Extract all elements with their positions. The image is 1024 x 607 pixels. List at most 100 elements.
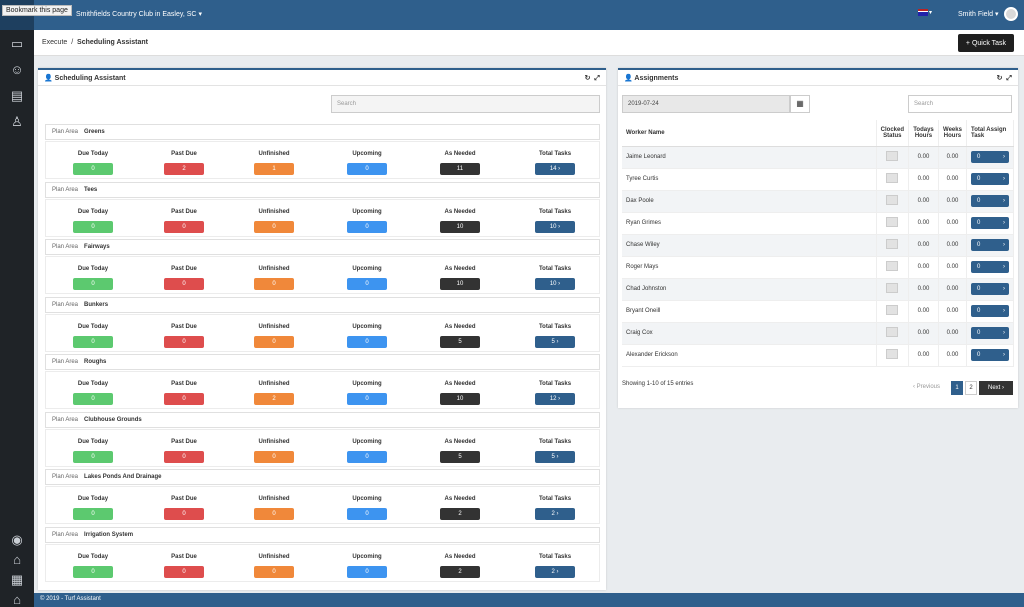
clocked-status-checkbox[interactable] bbox=[886, 327, 899, 337]
assignments-search-input[interactable]: Search bbox=[908, 95, 1012, 113]
metric-button[interactable]: 10 bbox=[440, 393, 480, 405]
total-task-button[interactable]: 0 › bbox=[970, 239, 1009, 251]
metric-button[interactable]: 1 bbox=[254, 163, 294, 175]
column-header[interactable]: Worker Name bbox=[622, 120, 877, 147]
metric-button[interactable]: 0 bbox=[164, 220, 204, 233]
total-task-button[interactable]: 0 › bbox=[970, 195, 1009, 207]
metric-button[interactable]: 0 bbox=[254, 508, 294, 520]
metric-button[interactable]: 0 bbox=[347, 508, 387, 520]
metric-button[interactable]: 0 bbox=[347, 393, 387, 405]
metric-button[interactable]: 0 bbox=[164, 565, 204, 578]
metric-button[interactable]: 0 bbox=[73, 220, 113, 233]
column-header[interactable]: Total Assign Task bbox=[966, 120, 1015, 147]
table-row[interactable]: Craig Cox 0.00 0.00 0 › bbox=[622, 322, 1015, 345]
metric-button[interactable]: 2 › bbox=[535, 508, 575, 520]
metric-button[interactable]: 2 bbox=[254, 393, 294, 405]
metric-button[interactable]: 0 bbox=[254, 565, 294, 578]
total-task-button[interactable]: 0 › bbox=[970, 283, 1009, 295]
clocked-status-checkbox[interactable] bbox=[886, 239, 899, 249]
metric-button[interactable]: 5 › bbox=[535, 335, 575, 348]
expand-icon[interactable]: ⤢ bbox=[1006, 75, 1012, 82]
column-header[interactable]: Todays Hours bbox=[908, 120, 939, 147]
total-task-button[interactable]: 0 › bbox=[970, 261, 1009, 273]
user-menu[interactable]: Smith Field ▾ bbox=[958, 11, 999, 18]
home-icon[interactable]: ⌂ bbox=[13, 592, 21, 607]
gauge-icon[interactable]: ◉ bbox=[11, 532, 23, 547]
folder-icon[interactable]: ▭ bbox=[10, 36, 24, 51]
metric-button[interactable]: 0 bbox=[73, 393, 113, 405]
column-header[interactable]: Weeks Hours bbox=[938, 120, 967, 147]
calendar-icon[interactable]: ▦ bbox=[790, 95, 810, 113]
metric-button[interactable]: 0 bbox=[254, 335, 294, 348]
total-task-button[interactable]: 0 › bbox=[970, 173, 1009, 185]
table-row[interactable]: Jaime Leonard 0.00 0.00 0 › bbox=[622, 146, 1015, 169]
column-header[interactable]: Clocked Status bbox=[876, 120, 910, 147]
table-row[interactable]: Chad Johnston 0.00 0.00 0 › bbox=[622, 278, 1015, 301]
page-1-button[interactable]: 1 bbox=[951, 381, 963, 395]
metric-button[interactable]: 11 bbox=[440, 163, 480, 175]
metric-button[interactable]: 10 › bbox=[535, 278, 575, 290]
metric-button[interactable]: 0 bbox=[254, 220, 294, 233]
total-task-button[interactable]: 0 › bbox=[970, 217, 1009, 229]
table-row[interactable]: Bryant Oneill 0.00 0.00 0 › bbox=[622, 300, 1015, 323]
clocked-status-checkbox[interactable] bbox=[886, 283, 899, 293]
metric-button[interactable]: 0 bbox=[164, 278, 204, 290]
metric-button[interactable]: 10 › bbox=[535, 220, 575, 233]
metric-button[interactable]: 12 › bbox=[535, 393, 575, 405]
metric-button[interactable]: 0 bbox=[254, 450, 294, 463]
bank-icon[interactable]: ⌂ bbox=[13, 552, 21, 567]
metric-button[interactable]: 0 bbox=[164, 508, 204, 520]
metric-button[interactable]: 10 bbox=[440, 220, 480, 233]
next-button[interactable]: Next › bbox=[979, 381, 1013, 395]
page-2-button[interactable]: 2 bbox=[965, 381, 977, 395]
clocked-status-checkbox[interactable] bbox=[886, 195, 899, 205]
total-task-button[interactable]: 0 › bbox=[970, 305, 1009, 317]
metric-button[interactable]: 0 bbox=[254, 278, 294, 290]
metric-button[interactable]: 0 bbox=[347, 565, 387, 578]
chevron-down-icon[interactable]: ▾ bbox=[929, 10, 933, 16]
metric-button[interactable]: 0 bbox=[164, 335, 204, 348]
table-row[interactable]: Tyree Curtis 0.00 0.00 0 › bbox=[622, 168, 1015, 191]
metric-button[interactable]: 2 bbox=[440, 565, 480, 578]
avatar[interactable] bbox=[1004, 7, 1018, 21]
grid-icon[interactable]: ▦ bbox=[10, 572, 24, 587]
previous-button[interactable]: ‹ Previous bbox=[913, 384, 941, 390]
clocked-status-checkbox[interactable] bbox=[886, 305, 899, 315]
clocked-status-checkbox[interactable] bbox=[886, 217, 899, 227]
total-task-button[interactable]: 0 › bbox=[970, 327, 1009, 339]
metric-button[interactable]: 0 bbox=[73, 450, 113, 463]
metric-button[interactable]: 0 bbox=[73, 335, 113, 348]
expand-icon[interactable]: ⤢ bbox=[594, 75, 600, 82]
metric-button[interactable]: 2 › bbox=[535, 565, 575, 578]
metric-button[interactable]: 5 › bbox=[535, 450, 575, 463]
clocked-status-checkbox[interactable] bbox=[886, 151, 899, 161]
metric-button[interactable]: 0 bbox=[347, 450, 387, 463]
total-task-button[interactable]: 0 › bbox=[970, 349, 1009, 361]
clocked-status-checkbox[interactable] bbox=[886, 349, 899, 359]
metric-button[interactable]: 5 bbox=[440, 450, 480, 463]
table-row[interactable]: Roger Mays 0.00 0.00 0 › bbox=[622, 256, 1015, 279]
users-icon[interactable]: ☺ bbox=[10, 62, 24, 77]
clocked-status-checkbox[interactable] bbox=[886, 261, 899, 271]
clocked-status-checkbox[interactable] bbox=[886, 173, 899, 183]
search-input[interactable]: Search bbox=[331, 95, 600, 113]
metric-button[interactable]: 0 bbox=[164, 393, 204, 405]
breadcrumb-parent[interactable]: Execute bbox=[42, 39, 68, 46]
metric-button[interactable]: 0 bbox=[164, 450, 204, 463]
user-icon[interactable]: ♙ bbox=[11, 114, 23, 129]
clipboard-icon[interactable]: ▤ bbox=[10, 88, 24, 103]
refresh-icon[interactable]: ↻ bbox=[996, 75, 1003, 82]
metric-button[interactable]: 0 bbox=[347, 163, 387, 175]
language-flag-icon[interactable] bbox=[918, 9, 928, 16]
metric-button[interactable]: 0 bbox=[73, 163, 113, 175]
metric-button[interactable]: 5 bbox=[440, 335, 480, 348]
date-input[interactable]: 2019-07-24 bbox=[622, 95, 790, 113]
metric-button[interactable]: 0 bbox=[347, 220, 387, 233]
metric-button[interactable]: 0 bbox=[73, 278, 113, 290]
club-selector[interactable]: Smithfields Country Club in Easley, SC ▾ bbox=[76, 10, 202, 18]
table-row[interactable]: Dax Poole 0.00 0.00 0 › bbox=[622, 190, 1015, 213]
metric-button[interactable]: 0 bbox=[73, 565, 113, 578]
metric-button[interactable]: 10 bbox=[440, 278, 480, 290]
metric-button[interactable]: 0 bbox=[73, 508, 113, 520]
metric-button[interactable]: 2 bbox=[164, 163, 204, 175]
